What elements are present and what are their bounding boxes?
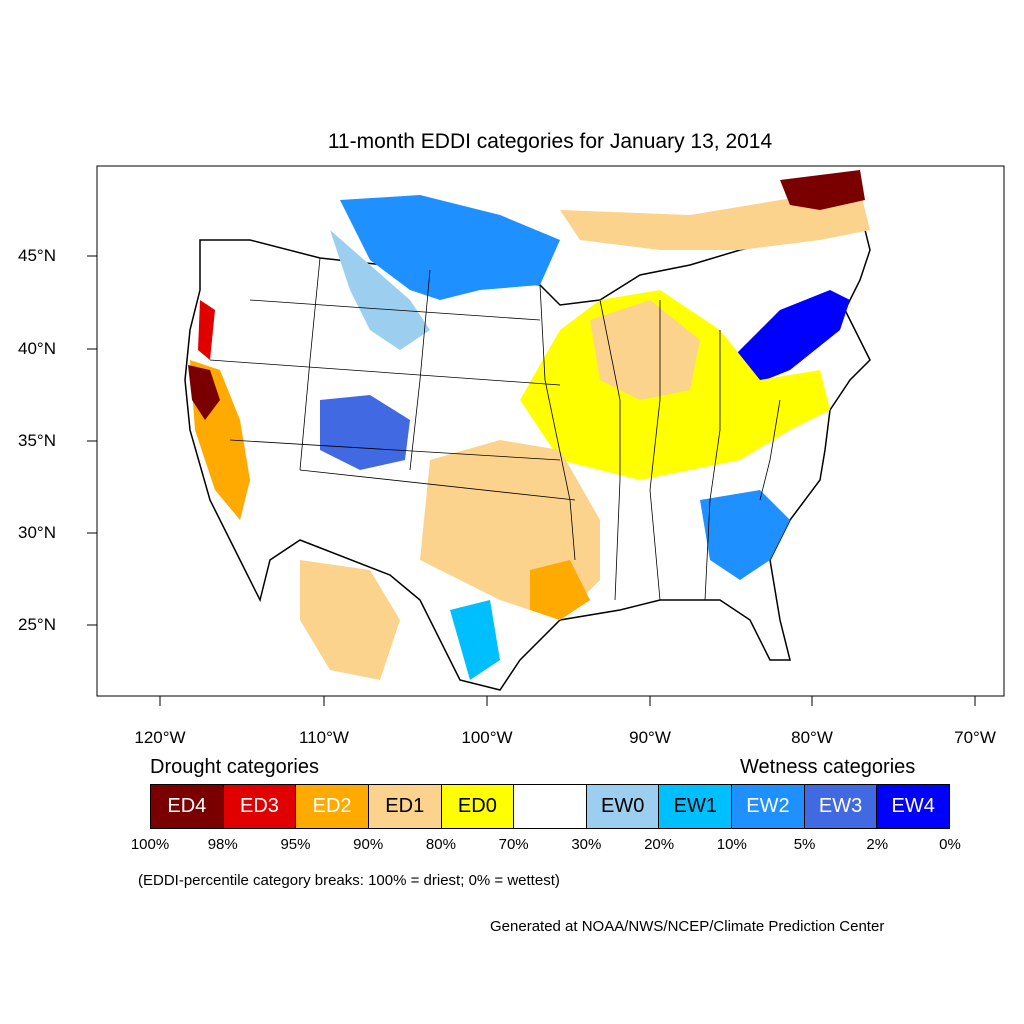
- wet-sw: [320, 395, 410, 470]
- break-label: 20%: [644, 836, 675, 853]
- break-label: 10%: [716, 836, 747, 853]
- legend-box-ed2: ED2: [296, 785, 369, 828]
- break-label: 0%: [939, 836, 961, 853]
- legend-box-ed3: ED3: [223, 785, 297, 828]
- wetness-heading: Wetness categories: [740, 756, 916, 778]
- state-boundaries: [209, 257, 781, 601]
- legend-box-ed0: ED0: [441, 785, 515, 828]
- lat-label-35: 35°N: [18, 431, 56, 450]
- lon-label-110: 110°W: [299, 728, 349, 747]
- break-label: 80%: [425, 836, 456, 853]
- legend-box-ew1: EW1: [659, 785, 733, 828]
- wet-ne: [720, 290, 850, 390]
- axis-ticks: [87, 255, 976, 706]
- wet-north-light: [330, 230, 430, 350]
- lon-label-120: 120°W: [134, 728, 186, 747]
- lat-label-30: 30°N: [18, 523, 56, 542]
- dry-ed1-mexico: [300, 560, 400, 680]
- dry-ed1-greatlakes: [590, 300, 700, 400]
- legend-box-ew3: EW3: [804, 785, 878, 828]
- legend-box-neutral: [514, 785, 587, 828]
- lon-label-70: 70°W: [954, 728, 996, 747]
- legend-box-ew4: EW4: [877, 785, 950, 828]
- lon-label-100: 100°W: [461, 728, 513, 747]
- break-label: 5%: [793, 836, 816, 853]
- break-label: 90%: [353, 836, 384, 853]
- category-note: (EDDI-percentile category breaks: 100% =…: [138, 872, 560, 889]
- wet-se: [700, 490, 790, 580]
- dry-ed2-texas: [530, 560, 590, 620]
- break-label: 98%: [207, 836, 238, 853]
- legend-box-ed4: ED4: [151, 785, 224, 828]
- dry-ed3-west: [198, 300, 215, 360]
- lat-label-25: 25°N: [18, 615, 56, 634]
- break-label: 30%: [571, 836, 602, 853]
- lat-label-40: 40°N: [18, 339, 56, 358]
- map-title: 11-month EDDI categories for January 13,…: [327, 130, 773, 153]
- break-label: 95%: [280, 836, 311, 853]
- lon-label-90: 90°W: [629, 728, 671, 747]
- wet-north: [340, 195, 560, 300]
- break-label: 100%: [130, 836, 170, 853]
- credit-line: Generated at NOAA/NWS/NCEP/Climate Predi…: [490, 918, 885, 935]
- map-content: [184, 170, 871, 691]
- legend-box-ew2: EW2: [732, 785, 805, 828]
- break-label: 70%: [498, 836, 529, 853]
- lat-label-45: 45°N: [18, 246, 56, 265]
- wet-texas: [450, 600, 500, 680]
- legend-box-ed1: ED1: [368, 785, 442, 828]
- lon-label-80: 80°W: [791, 728, 833, 747]
- map-frame: [96, 165, 1005, 697]
- drought-heading: Drought categories: [150, 756, 319, 778]
- dry-ed4-west: [188, 365, 220, 420]
- break-label: 2%: [866, 836, 889, 853]
- legend-box-ew0: EW0: [586, 785, 660, 828]
- dry-ed4-northeast: [780, 170, 865, 210]
- category-legend: ED4 ED3 ED2 ED1 ED0 EW0 EW1 EW2 EW3 EW4: [150, 784, 950, 829]
